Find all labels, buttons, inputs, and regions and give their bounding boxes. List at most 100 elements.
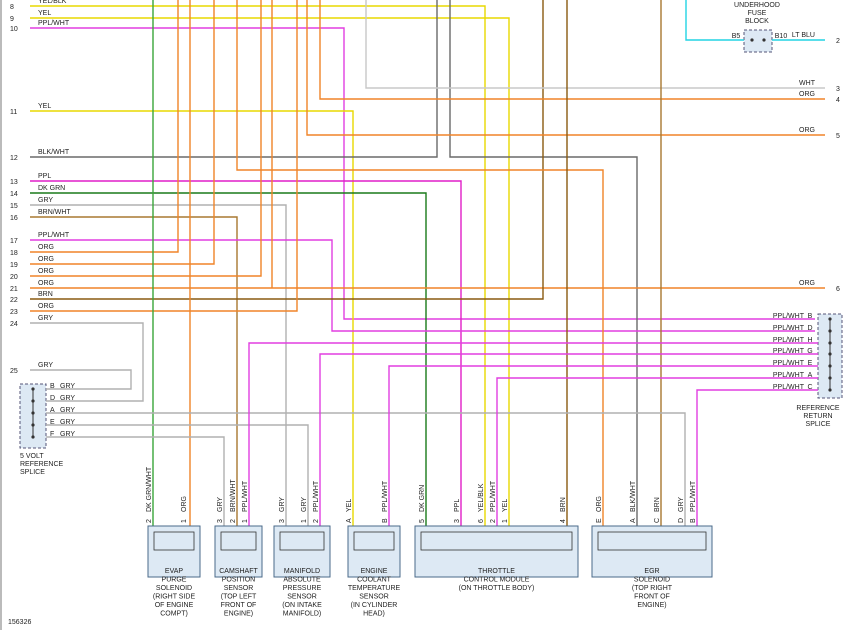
row-number: 2	[836, 38, 840, 45]
splice-pin: B	[808, 313, 813, 320]
wire	[30, 0, 215, 265]
component-label: ENGINE	[361, 568, 388, 575]
row-number: 9	[10, 16, 14, 23]
row-number: 5	[836, 133, 840, 140]
wire	[30, 0, 262, 277]
component-inner	[597, 531, 707, 551]
component-inner	[420, 531, 573, 551]
row-number: 24	[10, 321, 18, 328]
wire-label: PPL/WHT	[773, 372, 805, 379]
wire	[30, 192, 427, 526]
pin-wire: BLK/WHT	[630, 480, 637, 512]
component-label: PURGE	[162, 577, 187, 584]
wire	[46, 436, 225, 526]
wire-label: GRY	[60, 395, 75, 402]
wire	[685, 0, 744, 41]
footer: 156326	[8, 619, 31, 626]
wire-label: ORG	[38, 268, 54, 275]
pin-number: 3	[279, 519, 286, 523]
pin-number: C	[654, 518, 661, 523]
wire-label: BRN/WHT	[38, 209, 71, 216]
component-label: OF ENGINE	[155, 602, 194, 609]
wire-label: ORG	[799, 280, 815, 287]
pin-number: 6	[478, 519, 485, 523]
pin-number: 2	[146, 519, 153, 523]
wire	[696, 389, 818, 526]
splice-node	[828, 376, 832, 380]
splice-label: SPLICE	[20, 469, 45, 476]
row-number: 13	[10, 179, 18, 186]
wire-label: PPL/WHT	[38, 232, 70, 239]
pin-wire: DK GRN	[419, 485, 426, 512]
wire	[236, 0, 604, 526]
pin-number: E	[596, 518, 603, 523]
component	[147, 525, 201, 578]
pin-number: 1	[242, 519, 249, 523]
component-label: COOLANT	[357, 577, 392, 584]
component	[347, 525, 401, 578]
component-label: (ON THROTTLE BODY)	[459, 585, 535, 592]
wire-label: PPL	[38, 173, 51, 180]
wire	[30, 5, 486, 526]
component-inner	[153, 531, 195, 551]
wire-label: GRY	[38, 315, 53, 322]
row-number: 10	[10, 26, 18, 33]
splice-node	[828, 317, 832, 321]
pin-wire: BRN/WHT	[230, 479, 237, 512]
pin-wire: PPL	[454, 499, 461, 512]
row-number: 23	[10, 309, 18, 316]
wire-label: YEL	[38, 103, 51, 110]
wire-label: BRN	[38, 291, 53, 298]
wire-label: ORG	[38, 256, 54, 263]
pin-number: 2	[313, 519, 320, 523]
pin-wire: ORG	[181, 496, 188, 512]
pin-wire: PPL/WHT	[242, 480, 249, 512]
splice-node	[828, 341, 832, 345]
row-number: 16	[10, 215, 18, 222]
row-number: 6	[836, 286, 840, 293]
wire	[30, 180, 462, 526]
row-number: 18	[10, 250, 18, 257]
wire	[30, 216, 238, 526]
pin-wire: PPL/WHT	[490, 480, 497, 512]
row-number: 3	[836, 86, 840, 93]
pin-wire: PPL/WHT	[690, 480, 697, 512]
component-label: FRONT OF	[221, 602, 257, 609]
splice-pin: D	[807, 325, 812, 332]
wire-label: GRY	[38, 362, 53, 369]
pin-number: A	[346, 518, 353, 523]
pin-number: B	[690, 518, 697, 523]
fuse-terminal	[750, 38, 754, 42]
splice-node	[31, 387, 35, 391]
splice-node	[31, 411, 35, 415]
wire	[30, 27, 815, 320]
pin-wire: GRY	[301, 497, 308, 512]
component-label: SOLENOID	[634, 577, 670, 584]
pin-number: A	[630, 518, 637, 523]
splice-node	[31, 399, 35, 403]
splice-node	[31, 435, 35, 439]
wire	[319, 0, 825, 100]
wire-label: WHT	[799, 80, 816, 87]
wire	[30, 0, 179, 253]
pin-number: 3	[217, 519, 224, 523]
pin-wire: GRY	[678, 497, 685, 512]
wire	[248, 342, 818, 526]
pin-number: 5	[419, 519, 426, 523]
fuse-block-label: BLOCK	[745, 18, 769, 25]
splice-pin: E	[50, 419, 55, 426]
wire-label: YEL	[38, 10, 51, 17]
wire	[46, 424, 309, 526]
row-number: 15	[10, 203, 18, 210]
wire-label: ORG	[799, 91, 815, 98]
component	[591, 525, 713, 578]
wire	[319, 353, 818, 526]
splice-pin: C	[807, 384, 812, 391]
wire	[30, 0, 298, 312]
wire-label: GRY	[60, 431, 75, 438]
wire	[30, 239, 815, 332]
component-label: (IN CYLINDER	[351, 602, 398, 609]
component-label: SENSOR	[224, 585, 254, 592]
